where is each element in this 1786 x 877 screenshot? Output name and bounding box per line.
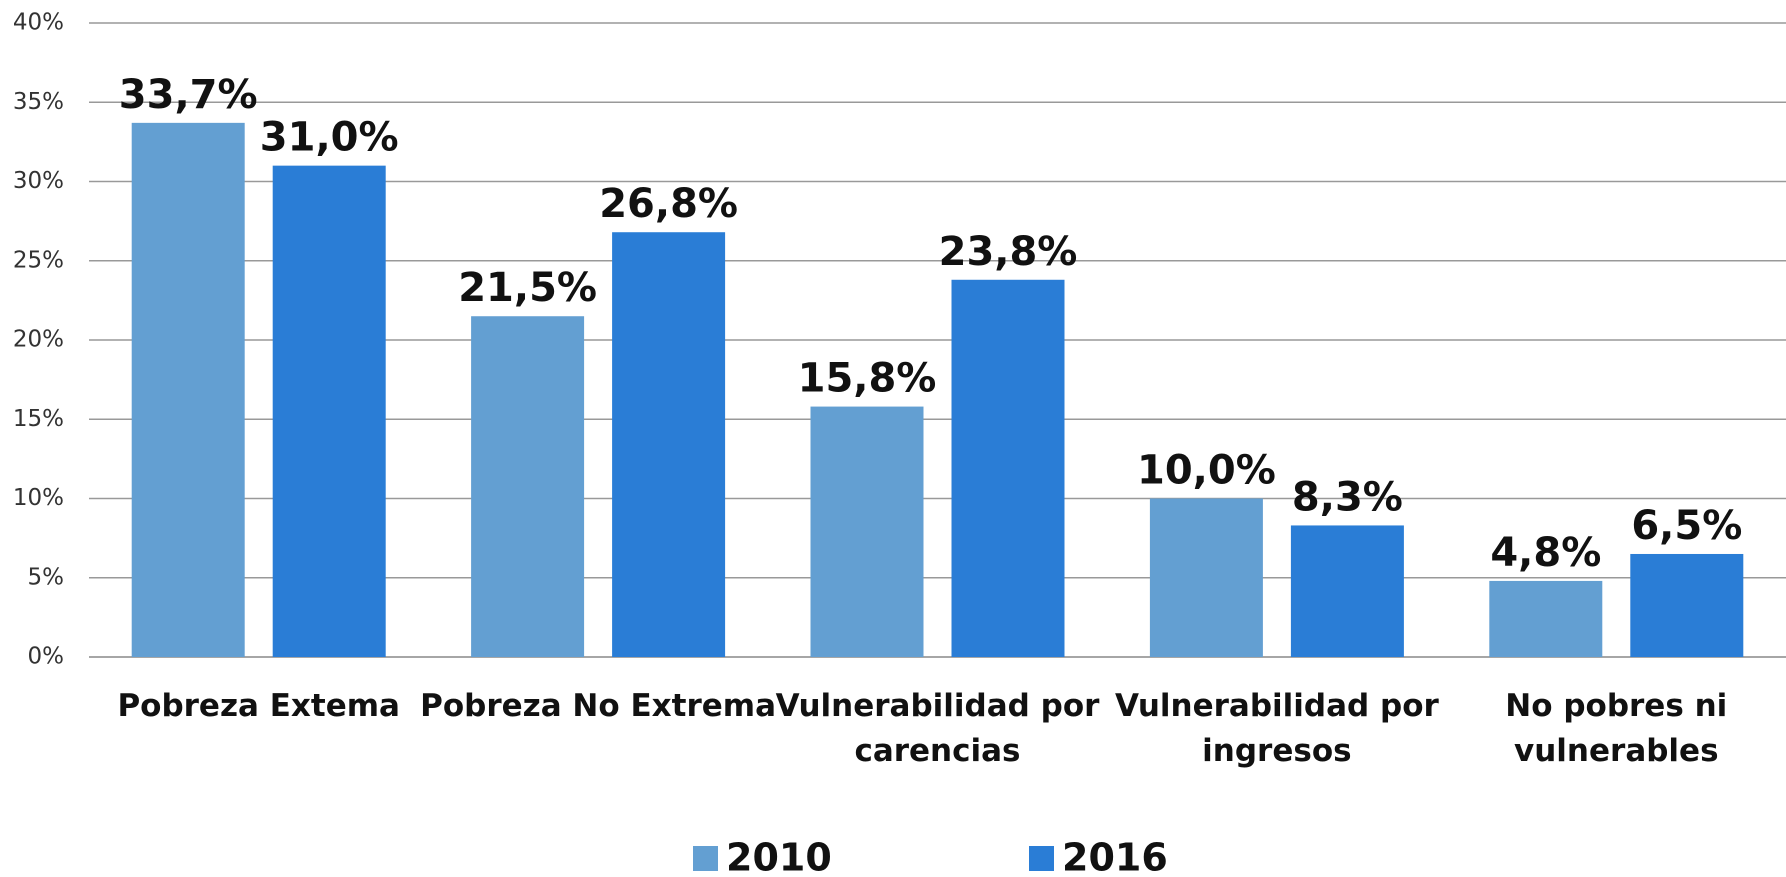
y-tick-label: 20% [13, 327, 64, 353]
bar [951, 279, 1065, 657]
y-tick-label: 10% [13, 485, 64, 511]
y-tick-label: 30% [13, 168, 64, 194]
data-label: 8,3% [1292, 474, 1403, 520]
data-label: 33,7% [119, 72, 258, 118]
x-tick-label: Pobreza No Extrema [420, 688, 776, 724]
data-label: 31,0% [260, 115, 399, 161]
x-tick-label: Vulnerabilidad por ingresos [1114, 688, 1439, 769]
bar [1149, 498, 1263, 657]
bar [131, 122, 245, 658]
data-label: 21,5% [458, 265, 597, 311]
legend-swatch [1029, 846, 1054, 871]
y-tick-label: 15% [13, 406, 64, 432]
bar [810, 406, 924, 657]
y-tick-label: 25% [13, 247, 64, 273]
data-label: 4,8% [1490, 530, 1601, 576]
bar [1630, 553, 1744, 657]
y-tick-label: 0% [28, 644, 65, 670]
legend-label: 2016 [1062, 836, 1168, 877]
x-tick-label: No pobres ni vulnerables [1505, 688, 1728, 769]
legend-swatch [693, 846, 718, 871]
data-label: 23,8% [939, 229, 1078, 275]
x-tick-label: Vulnerabilidad por carencias [775, 688, 1100, 769]
x-tick-label: Pobreza Extema [117, 688, 400, 724]
y-tick-label: 5% [28, 564, 65, 590]
bar [612, 232, 726, 657]
bar [471, 316, 585, 657]
data-label: 15,8% [798, 356, 937, 402]
legend-label: 2010 [726, 836, 832, 877]
bar [1290, 525, 1404, 657]
y-tick-label: 40% [13, 10, 64, 36]
bar [272, 165, 386, 657]
data-label: 26,8% [599, 181, 738, 227]
data-label: 10,0% [1137, 448, 1276, 494]
data-label: 6,5% [1631, 503, 1742, 549]
y-tick-label: 35% [13, 89, 64, 115]
bar [1489, 580, 1603, 657]
